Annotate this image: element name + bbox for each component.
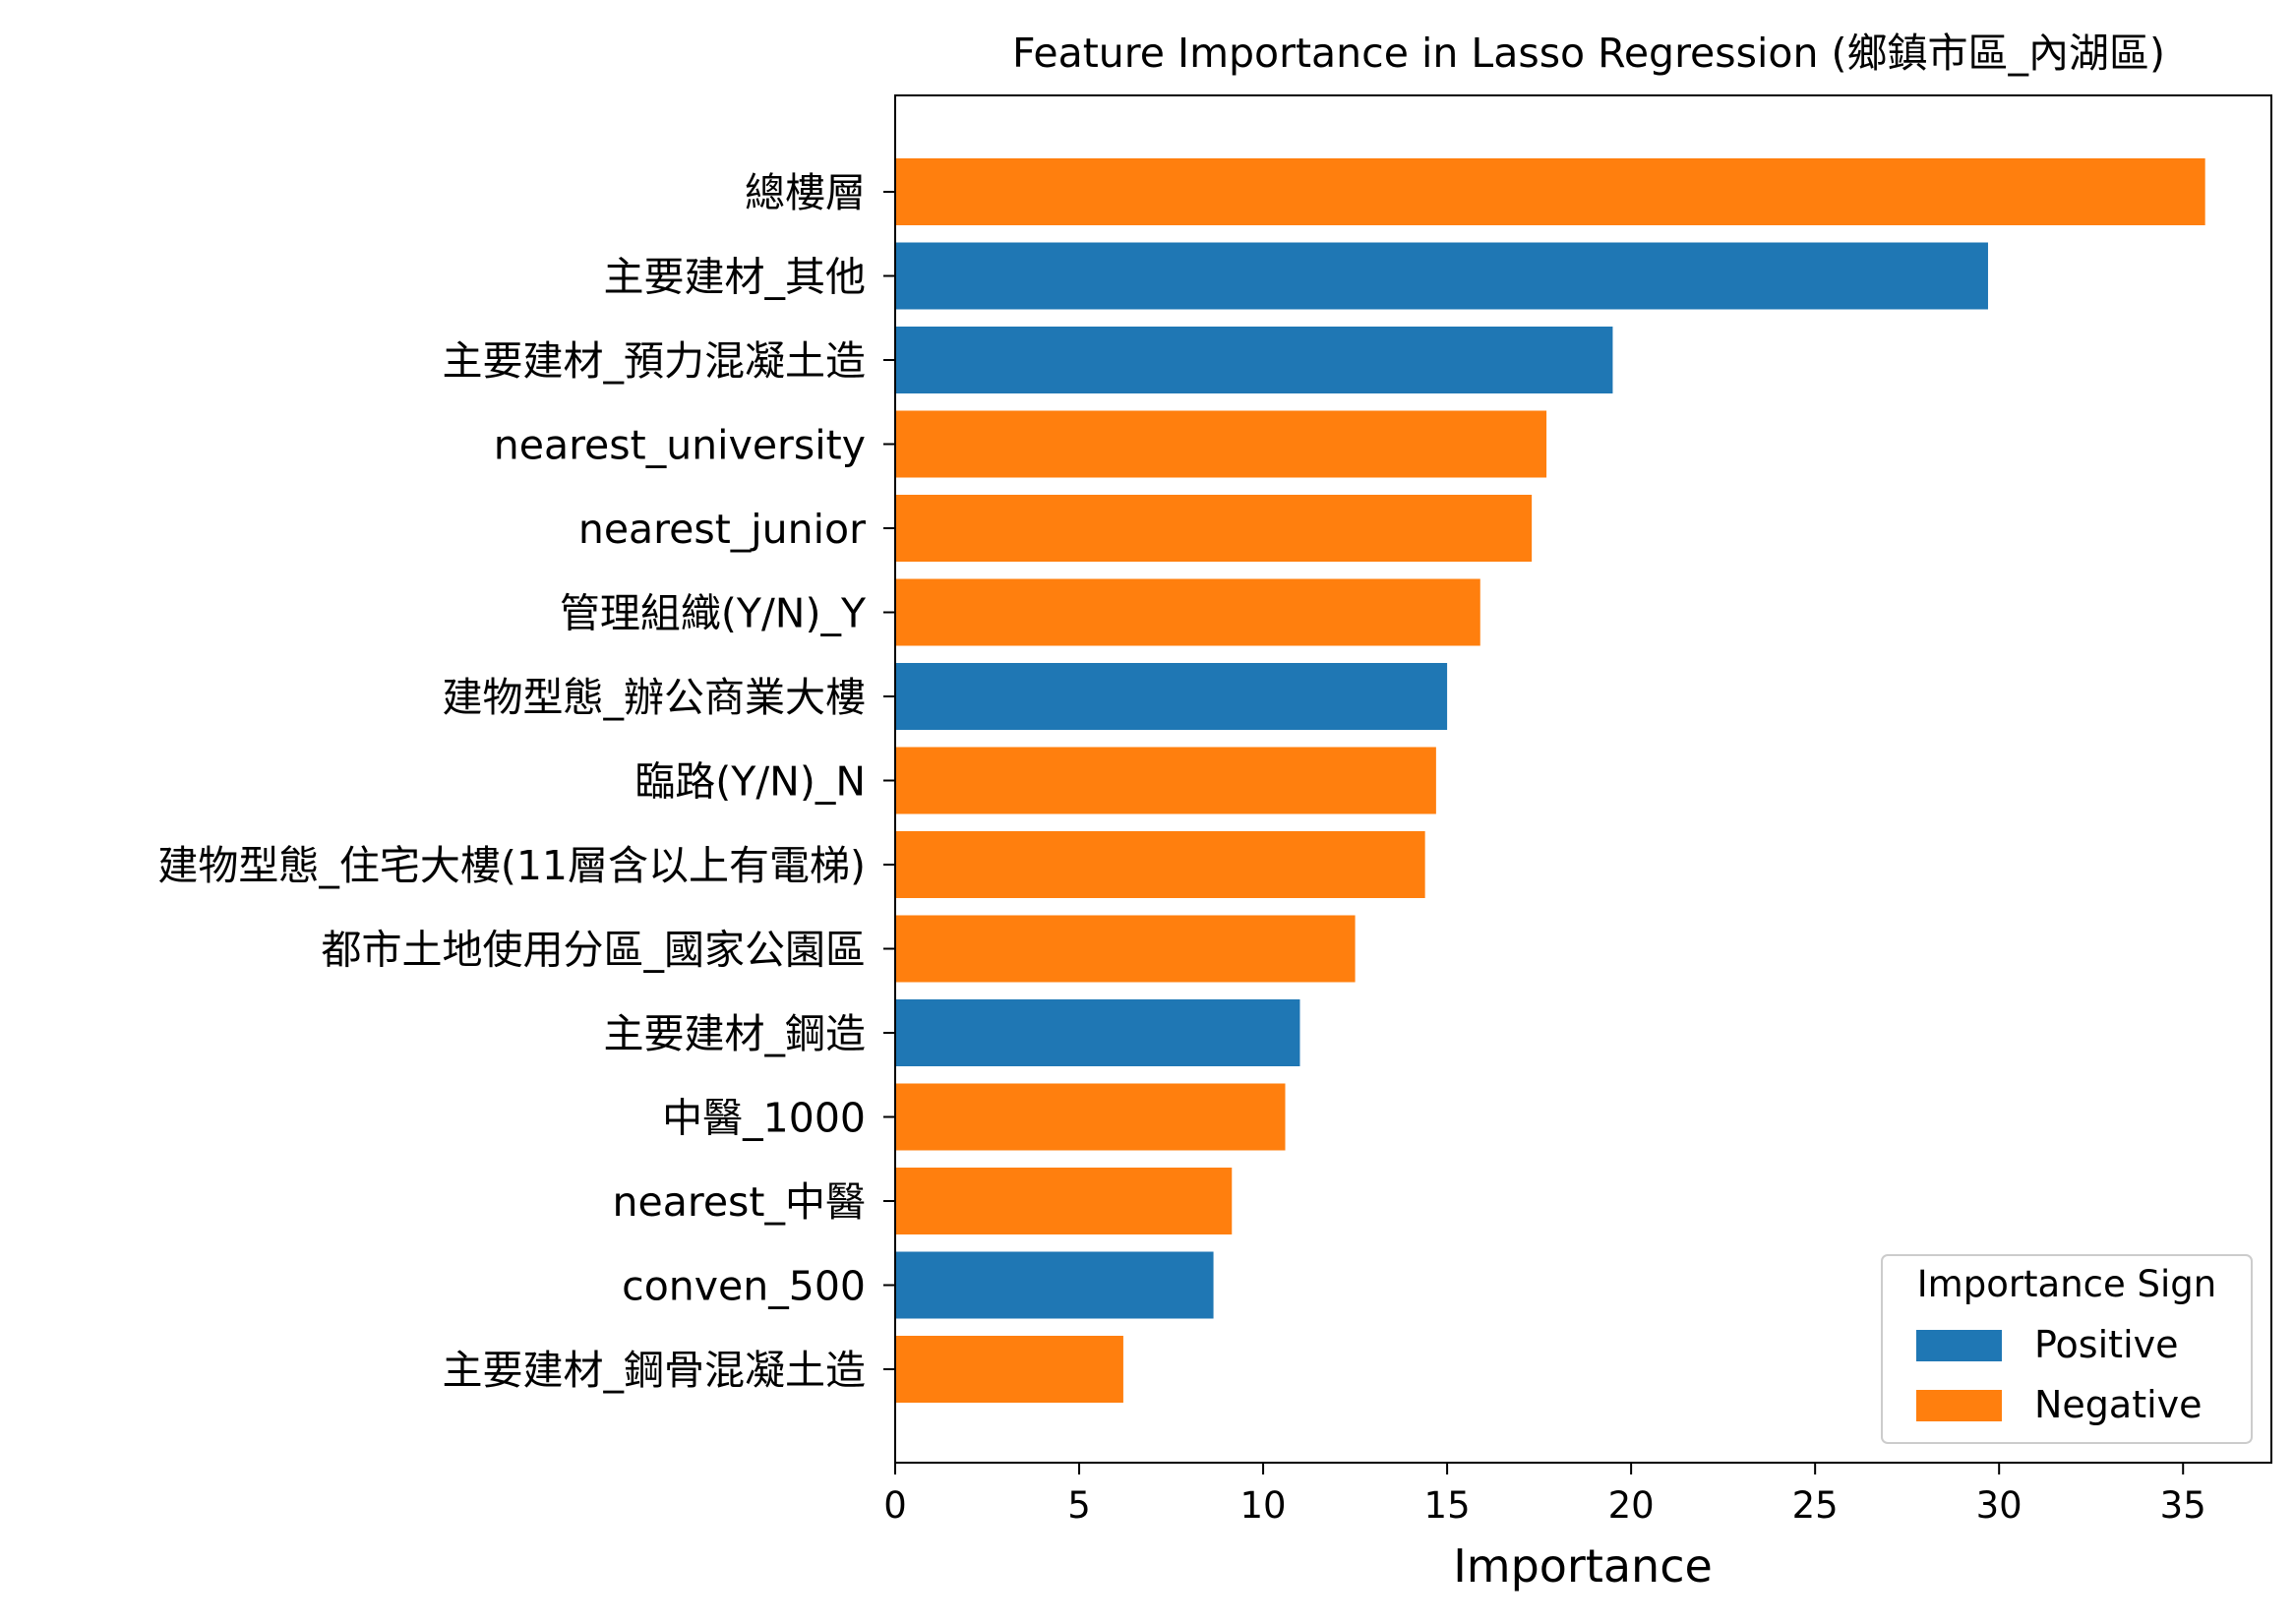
legend-title: Importance Sign xyxy=(1917,1263,2217,1305)
bar xyxy=(895,999,1300,1066)
category-label: 中醫_1000 xyxy=(662,1095,866,1142)
category-label: 管理組織(Y/N)_Y xyxy=(560,590,867,637)
category-label: 主要建材_其他 xyxy=(604,254,867,301)
plot-frame xyxy=(894,94,2272,1464)
legend: Importance Sign Positive Negative xyxy=(1881,1254,2253,1444)
x-axis-label: Importance xyxy=(1453,1539,1713,1593)
bar xyxy=(895,242,1988,310)
x-axis: 0 5 10 15 20 25 30 35 xyxy=(883,1463,2206,1527)
category-label: 都市土地使用分區_國家公園區 xyxy=(322,927,867,974)
bar xyxy=(895,495,1533,562)
x-tick-label: 30 xyxy=(1976,1484,2022,1527)
category-label: 主要建材_鋼造 xyxy=(604,1010,867,1057)
x-tick-label: 25 xyxy=(1792,1484,1839,1527)
category-label: 建物型態_住宅大樓(11層含以上有電梯) xyxy=(157,842,866,889)
bar xyxy=(895,915,1356,983)
bar xyxy=(895,831,1425,898)
bar xyxy=(895,158,2205,225)
bar xyxy=(895,410,1547,478)
bar xyxy=(895,578,1480,646)
x-tick-label: 10 xyxy=(1240,1484,1287,1527)
bar xyxy=(895,747,1436,814)
category-label: nearest_中醫 xyxy=(613,1178,866,1226)
bar xyxy=(895,663,1448,730)
category-label: conven_500 xyxy=(622,1263,866,1310)
legend-swatch-negative xyxy=(1916,1390,2002,1421)
legend-label-negative: Negative xyxy=(2034,1383,2203,1426)
chart-title: Feature Importance in Lasso Regression (… xyxy=(1012,30,2165,77)
category-label: nearest_junior xyxy=(578,506,866,553)
bar xyxy=(895,327,1613,393)
bar xyxy=(895,1083,1286,1151)
category-label: 總樓層 xyxy=(745,169,866,216)
x-tick-label: 0 xyxy=(883,1484,907,1527)
category-label: nearest_university xyxy=(494,422,866,469)
category-label: 臨路(Y/N)_N xyxy=(634,758,866,806)
bar xyxy=(895,1336,1123,1403)
x-tick-label: 5 xyxy=(1067,1484,1091,1527)
bar xyxy=(895,1168,1233,1234)
legend-swatch-positive xyxy=(1916,1330,2002,1361)
bar xyxy=(895,1251,1214,1319)
category-label: 主要建材_預力混凝土造 xyxy=(443,337,867,385)
category-label: 主要建材_鋼骨混凝土造 xyxy=(443,1347,867,1394)
x-tick-label: 20 xyxy=(1608,1484,1655,1527)
x-tick-label: 15 xyxy=(1424,1484,1471,1527)
category-label: 建物型態_辦公商業大樓 xyxy=(443,674,867,721)
legend-label-positive: Positive xyxy=(2034,1323,2179,1366)
bars-layer xyxy=(895,158,2205,1403)
x-tick-label: 35 xyxy=(2160,1484,2206,1527)
